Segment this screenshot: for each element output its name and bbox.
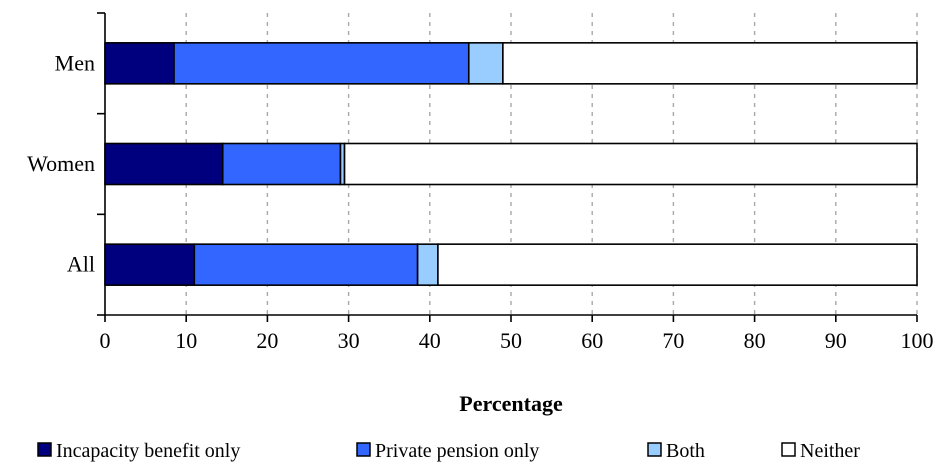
bar-all-neither: [437, 243, 918, 286]
x-axis-title: Percentage: [459, 391, 563, 416]
legend-label-incapacity-benefit-only: Incapacity benefit only: [56, 440, 240, 462]
legend-swatch-both: [647, 442, 662, 457]
bar-all-both: [416, 243, 439, 286]
axes: [97, 12, 918, 322]
legend-swatch-private-pension-only: [356, 442, 371, 457]
x-tick-label-60: 60: [581, 328, 603, 353]
bar-men-both: [467, 42, 504, 85]
legend-label-both: Both: [666, 440, 705, 462]
x-tick-label-80: 80: [744, 328, 766, 353]
legend-swatch-incapacity-benefit-only: [37, 442, 52, 457]
bar-men-private-pension-only: [173, 42, 470, 85]
x-tick-label-0: 0: [100, 328, 111, 353]
x-tick-label-10: 10: [175, 328, 197, 353]
x-tick-label-50: 50: [500, 328, 522, 353]
x-tick-label-100: 100: [901, 328, 934, 353]
bar-all-incapacity-benefit-only: [104, 243, 196, 286]
bar-women-incapacity-benefit-only: [104, 142, 224, 186]
x-tick-label-90: 90: [825, 328, 847, 353]
bar-women-neither: [343, 142, 918, 186]
x-tick-label-30: 30: [338, 328, 360, 353]
bar-women-private-pension-only: [221, 142, 342, 186]
bar-men-incapacity-benefit-only: [104, 42, 175, 85]
bar-men-neither: [502, 42, 918, 85]
category-label-all: All: [67, 252, 95, 277]
x-tick-label-40: 40: [419, 328, 441, 353]
category-label-men: Men: [55, 50, 95, 75]
legend-swatch-neither: [781, 442, 796, 457]
legend-label-private-pension-only: Private pension only: [375, 440, 539, 462]
legend: Incapacity benefit only Private pension o…: [37, 440, 860, 462]
category-label-women: Women: [27, 151, 95, 176]
x-tick-label-20: 20: [256, 328, 278, 353]
x-tick-label-70: 70: [662, 328, 684, 353]
bars: [104, 42, 918, 286]
bar-all-private-pension-only: [193, 243, 419, 286]
labels: Men Women All 0 10 20 30 40 50 60 70 80 90 100 Percent…: [27, 50, 933, 416]
legend-label-neither: Neither: [800, 440, 860, 462]
